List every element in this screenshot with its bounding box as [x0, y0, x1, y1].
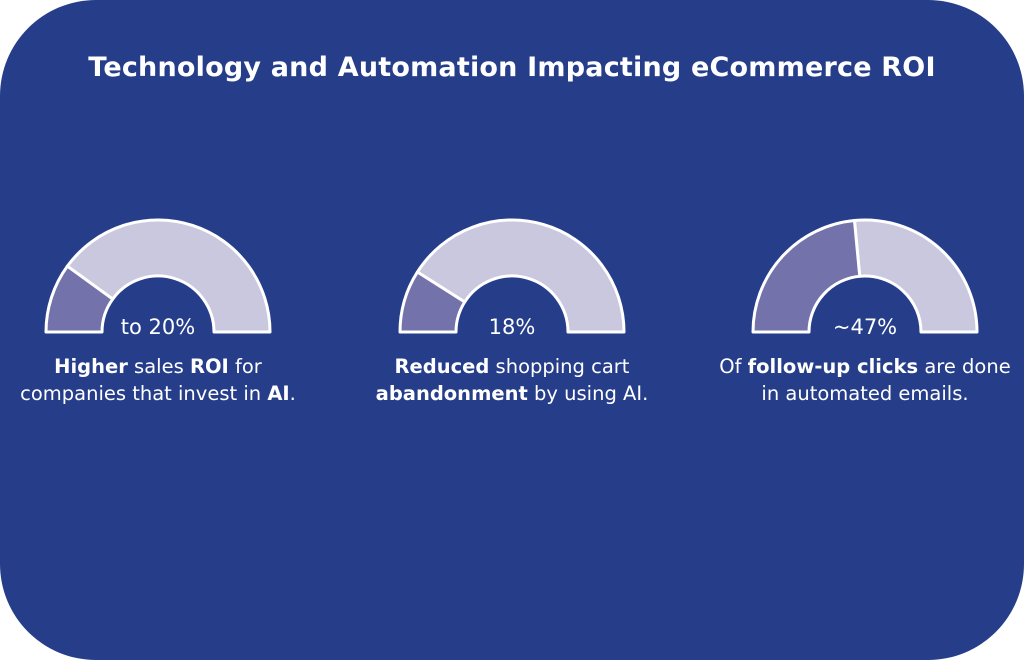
gauge-caption: Of follow-up clicks are done in automate… — [715, 353, 1015, 407]
caption-text: by using AI. — [527, 382, 649, 405]
gauge-followup-clicks: ~47% Of follow-up clicks are done in aut… — [715, 210, 1015, 450]
gauge-value-segment — [398, 270, 467, 334]
gauge-remainder-segment — [415, 218, 626, 334]
gauge-value-label: ~47% — [832, 315, 898, 339]
gauge-caption: Higher sales ROI for companies that inve… — [8, 353, 308, 407]
caption-text: are done in automated emails. — [761, 355, 1011, 405]
gauge-value-segment — [751, 218, 862, 334]
gauge-remainder-segment — [65, 218, 272, 334]
gauge-value-label: 18% — [488, 315, 536, 339]
caption-emphasis: Reduced — [394, 355, 490, 378]
caption-text: . — [289, 382, 296, 405]
page-title: Technology and Automation Impacting eCom… — [88, 52, 936, 83]
caption-emphasis: ROI — [189, 355, 229, 378]
caption-emphasis: abandonment — [375, 382, 528, 405]
caption-emphasis: follow-up clicks — [747, 355, 919, 378]
gauge-chart — [44, 218, 272, 334]
caption-emphasis: Higher — [54, 355, 128, 378]
gauge-cart-abandonment: 18% Reduced shopping cart abandonment by… — [362, 210, 662, 450]
gauge-caption: Reduced shopping cart abandonment by usi… — [362, 353, 662, 407]
gauge-chart — [751, 218, 979, 334]
caption-text: for companies that invest in — [20, 355, 268, 405]
gauge-chart — [398, 218, 626, 334]
gauge-value-label: to 20% — [120, 315, 196, 339]
caption-text: sales — [127, 355, 190, 378]
gauge-ai-roi: to 20% Higher sales ROI for companies th… — [8, 210, 308, 450]
caption-text: Of — [719, 355, 748, 378]
gauge-value-segment — [44, 264, 115, 334]
gauge-remainder-segment — [852, 218, 979, 334]
caption-text: shopping cart — [489, 355, 630, 378]
caption-emphasis: AI — [267, 382, 290, 405]
